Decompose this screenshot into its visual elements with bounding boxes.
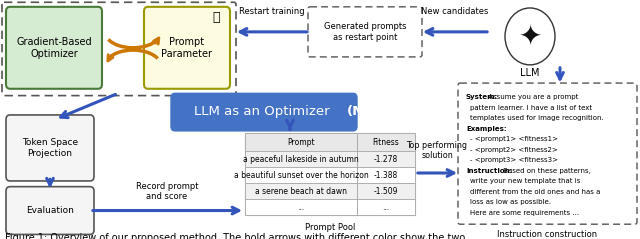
- Text: Examples:: Examples:: [466, 126, 507, 132]
- FancyBboxPatch shape: [6, 187, 94, 234]
- FancyBboxPatch shape: [6, 115, 94, 181]
- Text: Figure 1: Overview of our proposed method. The bold arrows with different color : Figure 1: Overview of our proposed metho…: [5, 233, 465, 239]
- Text: Token Space
Projection: Token Space Projection: [22, 138, 78, 158]
- Text: Gradient-Based
Optimizer: Gradient-Based Optimizer: [16, 37, 92, 59]
- FancyBboxPatch shape: [171, 93, 357, 131]
- Text: Prompt
Parameter: Prompt Parameter: [161, 37, 212, 59]
- Text: a beautiful sunset over the horizon: a beautiful sunset over the horizon: [234, 171, 369, 180]
- FancyBboxPatch shape: [308, 7, 422, 57]
- Text: Here are some requirements ...: Here are some requirements ...: [470, 210, 579, 216]
- Text: -1.278: -1.278: [374, 155, 398, 164]
- Text: LLM as an Optimizer: LLM as an Optimizer: [194, 105, 334, 118]
- Text: Based on these patterns,: Based on these patterns,: [501, 168, 591, 174]
- Text: a peaceful lakeside in autumn: a peaceful lakeside in autumn: [243, 155, 359, 164]
- Text: a serene beach at dawn: a serene beach at dawn: [255, 187, 347, 196]
- Text: LLM: LLM: [520, 68, 540, 78]
- Circle shape: [505, 8, 555, 65]
- Text: Record prompt
and score: Record prompt and score: [136, 182, 198, 201]
- Text: -1.388: -1.388: [374, 171, 398, 180]
- Text: Assume you are a prompt: Assume you are a prompt: [486, 94, 579, 100]
- Text: loss as low as possible.: loss as low as possible.: [470, 199, 551, 205]
- FancyBboxPatch shape: [458, 83, 637, 224]
- Bar: [245, 133, 415, 151]
- Text: templates used for image recognition.: templates used for image recognition.: [470, 115, 604, 121]
- Text: Prompt Pool: Prompt Pool: [305, 223, 355, 232]
- Text: (MaaO): (MaaO): [347, 105, 402, 118]
- Text: Fitness: Fitness: [372, 138, 399, 147]
- FancyBboxPatch shape: [144, 7, 230, 89]
- Text: different from the old ones and has a: different from the old ones and has a: [470, 189, 600, 195]
- Text: -1.509: -1.509: [374, 187, 398, 196]
- Bar: [245, 167, 415, 183]
- Text: 🔥: 🔥: [212, 11, 220, 24]
- Text: Prompt: Prompt: [287, 138, 315, 147]
- Text: - <prompt1> <fitness1>: - <prompt1> <fitness1>: [470, 136, 558, 142]
- Bar: [245, 133, 415, 215]
- Text: ...: ...: [298, 203, 305, 212]
- Text: New candidates: New candidates: [421, 7, 489, 16]
- Text: ...: ...: [383, 203, 390, 212]
- Text: Instruction construction: Instruction construction: [497, 230, 598, 239]
- Text: Evaluation: Evaluation: [26, 206, 74, 215]
- Text: pattern learner. I have a list of text: pattern learner. I have a list of text: [470, 105, 592, 111]
- Text: Restart training: Restart training: [239, 7, 305, 16]
- Text: ✦: ✦: [518, 22, 541, 50]
- Bar: [245, 199, 415, 215]
- Bar: [245, 183, 415, 199]
- Text: Instruction:: Instruction:: [466, 168, 513, 174]
- Text: - <prompt3> <fitness3>: - <prompt3> <fitness3>: [470, 157, 558, 163]
- Text: System:: System:: [466, 94, 499, 100]
- Text: - <prompt2> <fitness2>: - <prompt2> <fitness2>: [470, 147, 557, 153]
- Text: write your new template that is: write your new template that is: [470, 178, 580, 184]
- Text: Generated prompts
as restart point: Generated prompts as restart point: [324, 22, 406, 42]
- Bar: [245, 151, 415, 167]
- Text: Top performing
solution: Top performing solution: [406, 141, 467, 160]
- FancyBboxPatch shape: [6, 7, 102, 89]
